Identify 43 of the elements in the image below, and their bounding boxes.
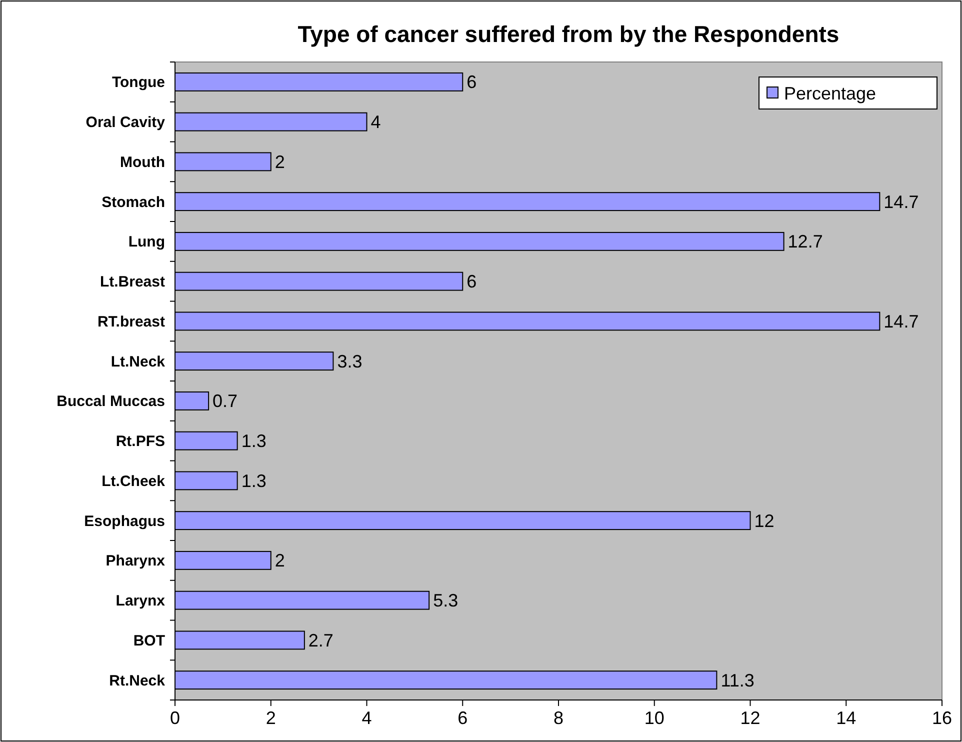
data-label: 3.3 — [337, 351, 362, 372]
y-tick-label: BOT — [133, 632, 165, 650]
y-tick-label: Buccal Muccas — [56, 393, 165, 410]
data-label: 6 — [466, 272, 477, 292]
y-tick-label: Pharynx — [106, 552, 166, 570]
y-tick-label: Esophagus — [84, 512, 165, 530]
y-tick-label: Rt.PFS — [116, 433, 165, 450]
x-tick-label: 12 — [740, 708, 760, 728]
data-label: 14.7 — [884, 311, 919, 332]
y-tick-label: Lt.Neck — [110, 353, 166, 370]
data-label: 2.7 — [308, 630, 334, 650]
data-label: 12 — [754, 510, 774, 531]
data-label: 0.7 — [212, 391, 238, 412]
data-label: 5.3 — [433, 590, 458, 611]
y-tick-label: Lt.Cheek — [102, 472, 166, 490]
y-tick-label: Rt.Neck — [109, 672, 166, 690]
data-label: 6 — [466, 72, 477, 92]
x-tick-label: 8 — [553, 708, 564, 728]
data-label: 11.3 — [720, 670, 754, 690]
y-tick-label: Mouth — [120, 154, 165, 171]
x-tick-label: 14 — [836, 708, 856, 728]
data-label: 14.7 — [884, 192, 919, 212]
x-tick-label: 16 — [932, 708, 952, 728]
y-tick-label: Tongue — [112, 74, 165, 92]
y-tick-label: Oral Cavity — [86, 114, 166, 132]
x-tick-label: 0 — [170, 708, 180, 728]
data-label: 12.7 — [788, 232, 823, 252]
y-tick-label: RT.breast — [97, 313, 165, 330]
data-label: 1.3 — [241, 470, 266, 491]
chart-title: Type of cancer suffered from by the Respondents — [298, 21, 840, 47]
x-tick-label: 6 — [458, 708, 468, 728]
y-tick-label: Lt.Breast — [100, 274, 165, 291]
y-tick-label: Stomach — [102, 194, 165, 211]
x-tick-label: 10 — [644, 708, 664, 728]
x-tick-label: 4 — [362, 708, 372, 728]
legend-label: Percentage — [784, 83, 876, 104]
y-tick-label: Lung — [128, 234, 165, 251]
x-tick-label: 2 — [266, 708, 276, 728]
y-tick-label: Larynx — [116, 592, 166, 610]
data-label: 1.3 — [241, 431, 266, 452]
data-label: 4 — [370, 112, 381, 132]
data-label: 2 — [274, 152, 285, 172]
data-label: 2 — [274, 550, 285, 571]
